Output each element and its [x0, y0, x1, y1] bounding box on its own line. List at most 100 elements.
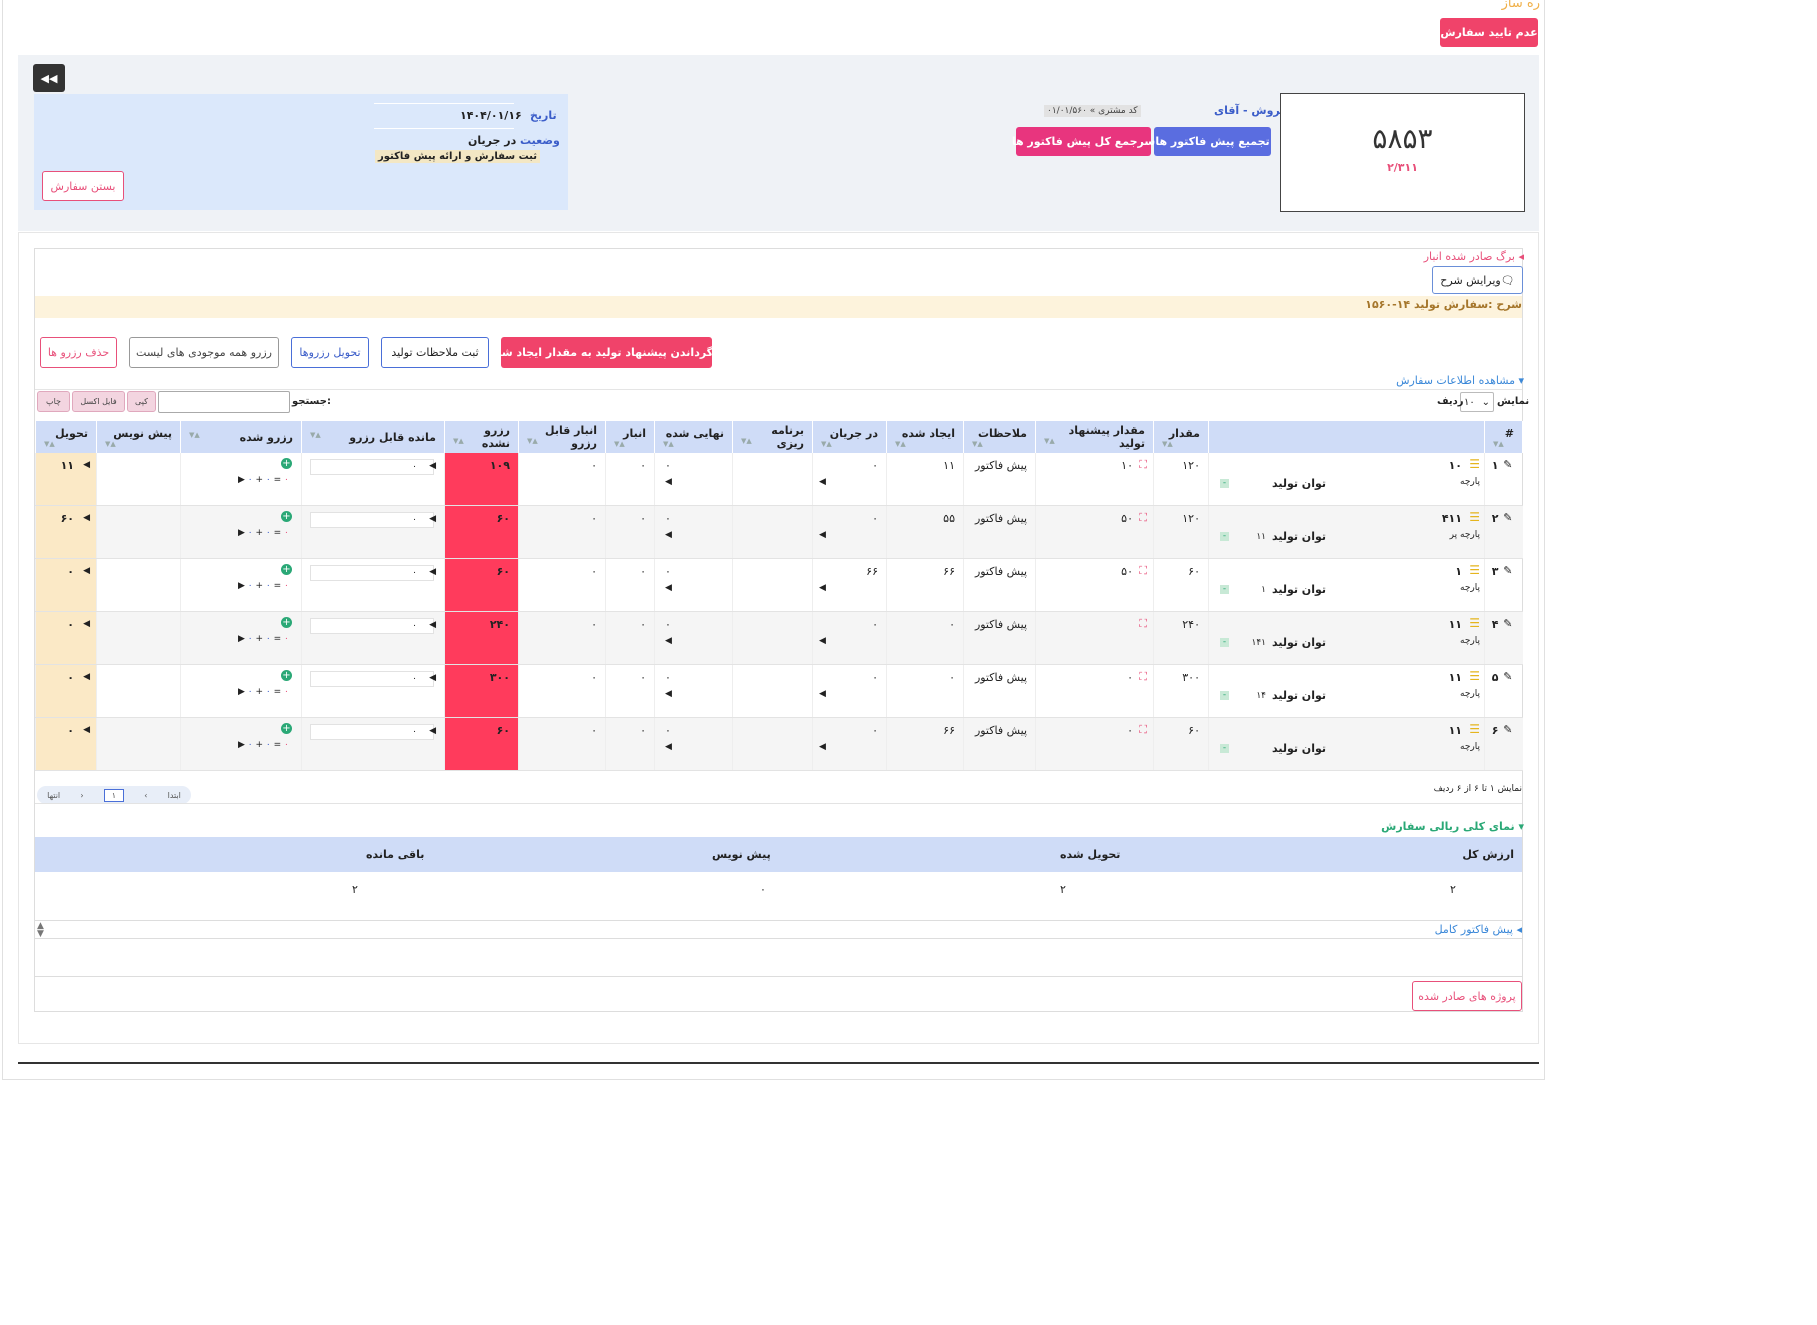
caret-left-icon[interactable]: ◀ [429, 567, 436, 577]
list-icon[interactable]: ☰ [1469, 457, 1480, 471]
reserve-controls[interactable]: ۰ = ۰ + ۰ ▶ [238, 475, 289, 485]
remaining-input[interactable]: ۰ [310, 618, 434, 634]
caret-left-icon[interactable]: ◀ [819, 636, 826, 646]
list-icon[interactable]: ☰ [1469, 563, 1480, 577]
add-circle-icon[interactable]: + [281, 670, 292, 681]
caret-left-icon[interactable]: ◀ [665, 636, 672, 646]
edit-icon[interactable]: ✎ [1503, 670, 1513, 683]
list-icon[interactable]: ☰ [1469, 510, 1480, 524]
add-circle-icon[interactable]: + [281, 617, 292, 628]
cell-suggestion[interactable]: ⛶ ۰ [1035, 664, 1154, 718]
reserve-controls[interactable]: ۰ = ۰ + ۰ ▶ [238, 634, 289, 644]
caret-left-icon[interactable]: ◀ [665, 742, 672, 752]
resize-handle-icon[interactable]: ▲ ▼ [37, 921, 44, 939]
caret-left-icon[interactable]: ◀ [665, 689, 672, 699]
pager-last[interactable]: انتها [47, 790, 61, 800]
expand-icon[interactable]: ⛶ [1139, 564, 1147, 577]
column-header[interactable]: رزرو نشده ▲▼ [444, 421, 519, 453]
column-header[interactable] [1208, 421, 1485, 453]
column-header[interactable]: ایجاد شده ▲▼ [886, 421, 964, 453]
page-size-select[interactable]: ۱۰ ⌄ [1460, 392, 1494, 412]
pager-next[interactable]: ‹ [80, 790, 84, 800]
full-invoice-link[interactable]: پیش فاکتور کامل ◂ [1434, 923, 1522, 936]
column-header[interactable]: انبار قابل رزرو ▲▼ [518, 421, 606, 453]
expand-icon[interactable]: ⛶ [1139, 617, 1147, 630]
caret-left-icon[interactable]: ◀ [83, 566, 90, 576]
edit-icon[interactable]: ✎ [1503, 564, 1513, 577]
expand-icon[interactable]: ⛶ [1139, 723, 1147, 736]
delete-reservations-button[interactable]: حذف رزرو ها [40, 337, 117, 368]
cell-suggestion[interactable]: ⛶ ۰ [1035, 717, 1154, 771]
summary-title[interactable]: نمای کلی ریالی سفارش ▾ [1381, 820, 1524, 833]
caret-left-icon[interactable]: ◀ [665, 477, 672, 487]
cell-suggestion[interactable]: ⛶ [1035, 611, 1154, 665]
reject-order-button[interactable]: عدم تایید سفارش [1440, 18, 1538, 47]
list-icon[interactable]: ☰ [1469, 722, 1480, 736]
column-header[interactable]: برنامه ریزی ▲▼ [732, 421, 813, 453]
cell-suggestion[interactable]: ⛶ ۱۰ [1035, 453, 1154, 506]
caret-left-icon[interactable]: ◀ [665, 583, 672, 593]
caret-left-icon[interactable]: ◀ [819, 742, 826, 752]
expand-icon[interactable]: ⛶ [1139, 670, 1147, 683]
add-circle-icon[interactable]: + [281, 564, 292, 575]
total-invoices-button[interactable]: سرجمع کل پیش فاکتور ها [1012, 127, 1155, 156]
caret-left-icon[interactable]: ◀ [83, 460, 90, 470]
add-circle-icon[interactable]: + [281, 511, 292, 522]
add-circle-icon[interactable]: + [281, 723, 292, 734]
caret-left-icon[interactable]: ◀ [429, 620, 436, 630]
collapse-icon[interactable]: - [1220, 744, 1229, 753]
edit-icon[interactable]: ✎ [1503, 723, 1513, 736]
revert-suggestion-button[interactable]: برگرداندن پیشنهاد تولید به مقدار ایجاد ش… [489, 337, 724, 368]
collapse-icon[interactable]: - [1220, 479, 1229, 488]
reserve-controls[interactable]: ۰ = ۰ + ۰ ▶ [238, 740, 289, 750]
cell-suggestion[interactable]: ⛶ ۵۰ [1035, 558, 1154, 612]
pager-prev[interactable]: › [144, 790, 148, 800]
caret-left-icon[interactable]: ◀ [819, 530, 826, 540]
save-production-notes-button[interactable]: ثبت ملاحظات تولید [381, 337, 489, 368]
aggregate-invoices-button[interactable]: تجمیع پیش فاکتور ها [1154, 127, 1271, 156]
expand-icon[interactable]: ⛶ [1139, 458, 1147, 471]
caret-left-icon[interactable]: ◀ [83, 725, 90, 735]
remaining-input[interactable]: ۰ [310, 512, 434, 528]
remaining-input[interactable]: ۰ [310, 671, 434, 687]
column-header[interactable]: رزرو شده ▲▼ [180, 421, 302, 453]
remaining-input[interactable]: ۰ [310, 724, 434, 740]
edit-icon[interactable]: ✎ [1503, 617, 1513, 630]
caret-left-icon[interactable]: ◀ [429, 461, 436, 471]
close-order-button[interactable]: بستن سفارش [42, 171, 124, 201]
caret-left-icon[interactable]: ◀ [819, 689, 826, 699]
caret-left-icon[interactable]: ◀ [819, 583, 826, 593]
caret-left-icon[interactable]: ◀ [819, 477, 826, 487]
column-header[interactable]: # ▲▼ [1484, 421, 1523, 453]
list-icon[interactable]: ☰ [1469, 669, 1480, 683]
column-header[interactable]: مقدار ▲▼ [1153, 421, 1209, 453]
remaining-input[interactable]: ۰ [310, 565, 434, 581]
issued-projects-button[interactable]: پروژه های صادر شده [1412, 981, 1522, 1011]
cell-suggestion[interactable]: ⛶ ۵۰ [1035, 505, 1154, 559]
deliver-reservations-button[interactable]: تحویل رزروها [291, 337, 369, 368]
copy-button[interactable]: کپی [127, 391, 156, 412]
reserve-all-button[interactable]: رزرو همه موجودی های لیست [129, 337, 279, 368]
edit-description-button[interactable]: ویرایش شرح 🗨 [1432, 266, 1523, 294]
caret-left-icon[interactable]: ◀ [83, 672, 90, 682]
collapse-icon[interactable]: - [1220, 691, 1229, 700]
pager-page[interactable]: ۱ [103, 788, 125, 802]
order-info-link[interactable]: مشاهده اطلاعات سفارش ▾ [1396, 374, 1524, 387]
caret-left-icon[interactable]: ◀ [665, 530, 672, 540]
warehouse-link[interactable]: برگ صادر شده انبار ◂ [1423, 250, 1524, 263]
list-icon[interactable]: ☰ [1469, 616, 1480, 630]
reserve-controls[interactable]: ۰ = ۰ + ۰ ▶ [238, 528, 289, 538]
add-circle-icon[interactable]: + [281, 458, 292, 469]
collapse-icon[interactable]: - [1220, 585, 1229, 594]
print-button[interactable]: چاپ [37, 391, 70, 412]
pager-first[interactable]: ابتدا [167, 790, 181, 800]
back-button[interactable]: ◀◀ [33, 64, 65, 92]
column-header[interactable]: تحویل ▲▼ [35, 421, 97, 453]
collapse-icon[interactable]: - [1220, 532, 1229, 541]
column-header[interactable]: نهایی شده ▲▼ [654, 421, 733, 453]
column-header[interactable]: در جریان ▲▼ [812, 421, 887, 453]
reserve-controls[interactable]: ۰ = ۰ + ۰ ▶ [238, 687, 289, 697]
edit-icon[interactable]: ✎ [1503, 511, 1513, 524]
reserve-controls[interactable]: ۰ = ۰ + ۰ ▶ [238, 581, 289, 591]
expand-icon[interactable]: ⛶ [1139, 511, 1147, 524]
